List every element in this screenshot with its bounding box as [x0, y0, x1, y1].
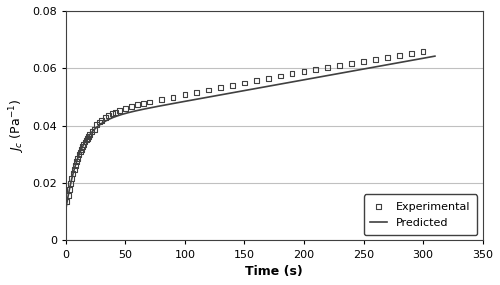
- Experimental: [372, 57, 380, 62]
- Experimental: [75, 152, 83, 157]
- Experimental: [84, 134, 92, 139]
- Experimental: [300, 69, 308, 74]
- Experimental: [116, 108, 124, 113]
- Experimental: [240, 81, 248, 85]
- Experimental: [78, 147, 86, 151]
- Experimental: [80, 142, 88, 146]
- Experimental: [88, 130, 96, 134]
- Experimental: [336, 63, 344, 68]
- Experimental: [407, 51, 415, 55]
- Experimental: [68, 176, 76, 181]
- Experimental: [112, 110, 120, 114]
- Experimental: [204, 88, 212, 92]
- Experimental: [122, 106, 130, 111]
- Experimental: [64, 193, 72, 198]
- Experimental: [276, 74, 284, 78]
- Experimental: [216, 86, 224, 90]
- Experimental: [72, 163, 80, 168]
- Predicted: [432, 54, 438, 58]
- Experimental: [181, 93, 189, 97]
- Experimental: [360, 59, 368, 64]
- Experimental: [228, 83, 236, 87]
- Experimental: [324, 65, 332, 70]
- Experimental: [78, 144, 86, 149]
- Experimental: [264, 76, 272, 81]
- Predicted: [350, 69, 356, 72]
- Experimental: [169, 95, 177, 99]
- Experimental: [70, 167, 78, 172]
- Experimental: [104, 113, 112, 118]
- Experimental: [193, 90, 201, 95]
- X-axis label: Time (s): Time (s): [246, 265, 303, 278]
- Predicted: [100, 121, 106, 124]
- Experimental: [74, 156, 82, 160]
- Experimental: [419, 49, 427, 53]
- Experimental: [90, 127, 98, 132]
- Experimental: [145, 100, 153, 104]
- Predicted: [226, 92, 232, 95]
- Predicted: [212, 94, 218, 97]
- Experimental: [395, 53, 403, 57]
- Experimental: [348, 61, 356, 66]
- Experimental: [98, 118, 106, 123]
- Experimental: [134, 103, 141, 107]
- Experimental: [84, 136, 92, 141]
- Line: Predicted: Predicted: [66, 56, 435, 209]
- Experimental: [66, 187, 74, 192]
- Experimental: [140, 101, 147, 106]
- Experimental: [95, 120, 103, 124]
- Experimental: [108, 111, 116, 116]
- Experimental: [69, 172, 77, 176]
- Predicted: [358, 68, 364, 71]
- Predicted: [316, 75, 322, 79]
- Experimental: [128, 104, 136, 109]
- Predicted: [63, 207, 69, 211]
- Experimental: [81, 140, 89, 144]
- Legend: Experimental, Predicted: Experimental, Predicted: [364, 194, 477, 235]
- Experimental: [66, 181, 74, 186]
- Experimental: [63, 200, 71, 204]
- Experimental: [252, 78, 260, 83]
- Experimental: [93, 122, 101, 127]
- Experimental: [312, 67, 320, 72]
- Y-axis label: $J_c$ (Pa$^{-1}$): $J_c$ (Pa$^{-1}$): [7, 99, 26, 153]
- Experimental: [76, 150, 84, 154]
- Experimental: [86, 133, 94, 137]
- Experimental: [72, 159, 80, 164]
- Experimental: [82, 138, 90, 142]
- Experimental: [101, 115, 109, 120]
- Experimental: [157, 97, 165, 102]
- Experimental: [384, 55, 392, 59]
- Experimental: [288, 71, 296, 76]
